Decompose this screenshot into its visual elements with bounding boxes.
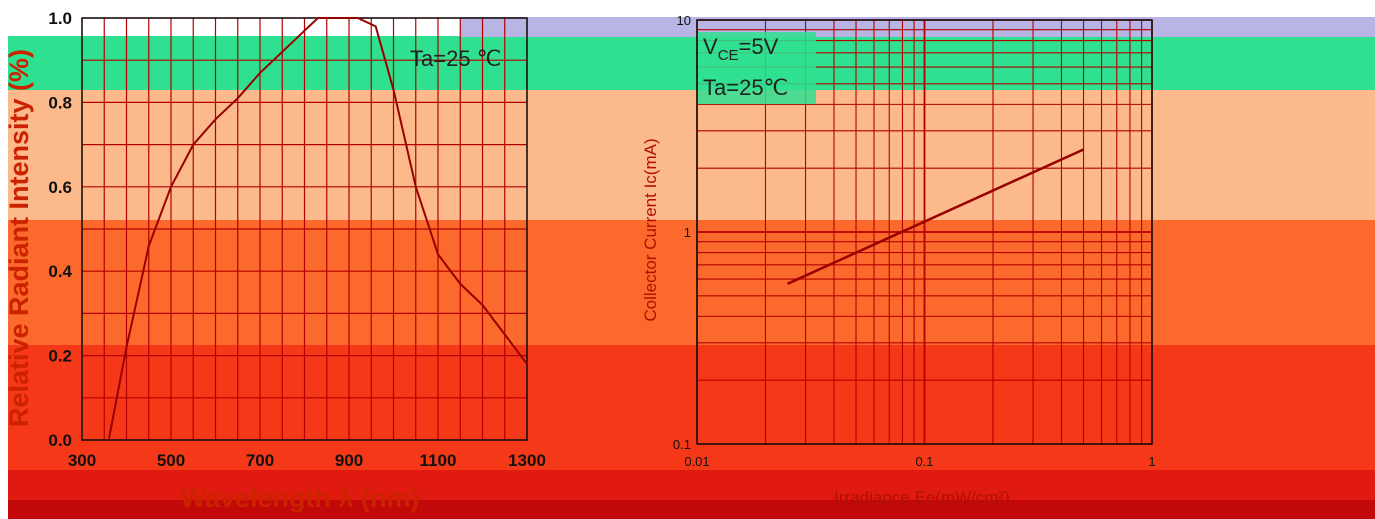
- band-deep: [8, 470, 1375, 500]
- right-annotation-vce: VCE=5V: [703, 34, 779, 64]
- left-y-tick-label: 0.6: [48, 178, 72, 197]
- right-y-tick-label: 1: [684, 225, 691, 240]
- vce-label: V: [703, 34, 718, 59]
- band-bottom: [8, 500, 1375, 519]
- left-x-tick-label: 1300: [508, 451, 546, 470]
- left-y-tick-label: 0.8: [48, 93, 72, 112]
- right-x-tick-label: 0.1: [915, 454, 933, 469]
- left-xlabel: Wavelength λ (nm): [180, 483, 419, 513]
- left-plot-frame: [81, 17, 528, 441]
- irradiance-curve: [786, 148, 1085, 285]
- left-x-tick-label: 900: [335, 451, 363, 470]
- right-xlabel: Irradiance Ee(mW/cm²): [834, 488, 1010, 507]
- left-annotation-ta: Ta=25 ℃: [410, 46, 501, 71]
- left-x-tick-label: 700: [246, 451, 274, 470]
- vce-sub: CE: [718, 47, 739, 64]
- spectral-curve: [107, 17, 528, 441]
- left-x-tick-label: 1100: [420, 451, 457, 470]
- left-ylabel: Relative Radiant Intensity (%): [4, 49, 34, 427]
- left-x-tick-label: 500: [157, 451, 185, 470]
- irradiance-chart: VCE=5V Ta=25℃ Collector Current Ic(mA) I…: [641, 13, 1156, 507]
- right-annotation-ta: Ta=25℃: [703, 75, 788, 100]
- left-x-tick-label: 300: [68, 451, 96, 470]
- right-annotation-box: [698, 32, 816, 104]
- band-peach: [8, 90, 1375, 220]
- right-plot-frame: [696, 19, 1153, 445]
- right-ylabel: Collector Current Ic(mA): [641, 138, 660, 321]
- right-y-tick-label: 0.1: [673, 437, 691, 452]
- right-y-tick-label: 10: [677, 13, 691, 28]
- strip-lavender: [460, 17, 1375, 37]
- band-orange: [8, 220, 1375, 345]
- band-red: [8, 345, 1375, 470]
- left-y-tick-label: 0.2: [48, 347, 72, 366]
- left-y-tick-label: 0.4: [48, 262, 72, 281]
- band-top: [8, 36, 1375, 90]
- vce-value: =5V: [739, 34, 779, 59]
- right-x-tick-label: 0.01: [684, 454, 709, 469]
- right-x-tick-label: 1: [1148, 454, 1155, 469]
- spectral-chart: Relative Radiant Intensity (%) Wavelengt…: [4, 9, 546, 513]
- left-y-tick-label: 0.0: [48, 431, 72, 450]
- left-y-tick-label: 1.0: [48, 9, 72, 28]
